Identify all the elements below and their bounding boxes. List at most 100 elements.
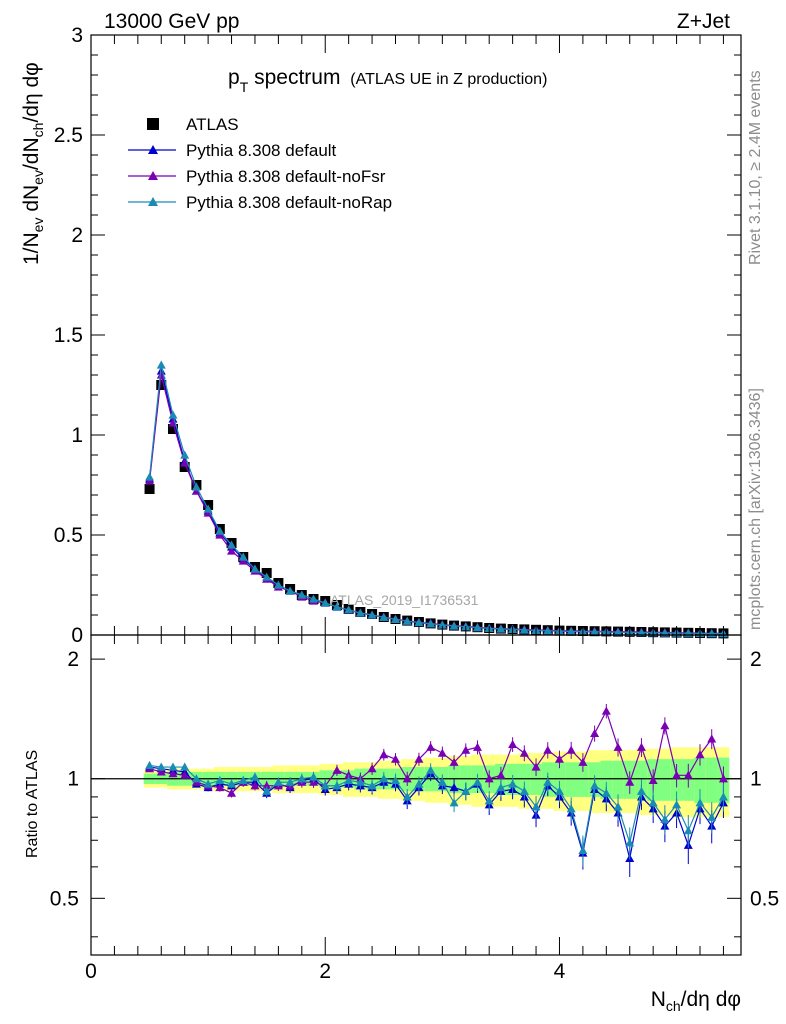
mc-point-top: [250, 564, 260, 573]
band-inner: [612, 760, 624, 799]
mc-point-top: [156, 360, 166, 369]
top-yticklabel: 2.5: [54, 124, 83, 147]
top-yticklabel: 1: [71, 424, 83, 447]
mc-point-top: [203, 504, 213, 513]
mc-point-ratio: [718, 774, 728, 783]
mc-point-ratio: [625, 777, 635, 786]
mc-point-ratio: [250, 781, 260, 790]
mc-point-top: [414, 618, 424, 627]
axes: 00.511.522.530.5 0.51 12 20 2 4: [50, 24, 779, 983]
mc-point-ratio: [332, 765, 342, 774]
mc-point-top: [355, 608, 365, 617]
legend-label: ATLAS: [186, 115, 239, 134]
mc-point-top: [590, 627, 600, 636]
mc-point-ratio: [273, 777, 283, 786]
band-inner: [553, 762, 566, 797]
mc-point-ratio: [449, 798, 459, 807]
mc-point-top: [215, 526, 225, 535]
mc-point-ratio: [402, 774, 412, 783]
mc-point-ratio: [391, 775, 401, 785]
mc-point-ratio: [683, 770, 693, 779]
mc-point-ratio: [543, 777, 553, 786]
mc-point-top: [636, 628, 646, 637]
mc-point-ratio: [297, 774, 307, 783]
mc-point-ratio: [215, 783, 225, 792]
mc-point-top: [613, 627, 623, 636]
mc-point-ratio: [367, 781, 377, 790]
mc-point-top: [180, 450, 190, 459]
mc-point-top: [566, 626, 576, 635]
ylabel-part-0: 1/N: [20, 232, 43, 265]
mc-point-ratio: [238, 775, 248, 785]
mc-point-ratio: [449, 757, 459, 766]
legend-label: Pythia 8.308 default: [186, 141, 337, 160]
mc-point-ratio: [636, 786, 646, 795]
mc-point-ratio: [227, 788, 237, 797]
mc-point-ratio: [227, 779, 237, 788]
mc-point-top: [543, 626, 553, 635]
mc-point-ratio: [379, 750, 389, 759]
band-inner: [530, 763, 542, 795]
legend-marker: [148, 145, 158, 154]
xlabel-part-2: /dη dφ: [681, 988, 741, 1011]
mc-point-ratio: [414, 754, 424, 763]
mc-point-ratio: [484, 774, 494, 783]
band-inner: [577, 762, 589, 797]
ylabel-part-5: ch: [30, 123, 46, 138]
mc-point-top: [391, 614, 401, 623]
mc-point-ratio: [496, 770, 506, 779]
bottom-frame: [90, 634, 742, 956]
mc-point-ratio: [309, 772, 319, 781]
bottom-ylabel: Ratio to ATLAS: [24, 750, 41, 858]
mc-point-ratio: [613, 802, 623, 811]
mc-point-ratio: [508, 779, 518, 788]
legend-marker: [148, 171, 158, 180]
ylabel-part-3: ev: [30, 170, 46, 185]
mc-point-top: [344, 605, 354, 614]
mc-point-ratio: [156, 762, 166, 771]
top-yticklabel: 1.5: [54, 324, 83, 347]
mc-point-top: [367, 610, 377, 619]
mc-point-ratio: [332, 781, 342, 790]
mc-point-top: [180, 458, 190, 467]
mc-point-ratio: [578, 757, 588, 766]
mc-point-ratio: [531, 802, 541, 811]
mc-point-top: [449, 621, 459, 630]
mc-point-ratio: [718, 792, 728, 801]
mc-point-top: [437, 620, 447, 629]
top-yticklabel: 3: [71, 24, 83, 47]
ratio-plot: [91, 704, 741, 877]
mc-point-ratio: [414, 779, 424, 788]
mc-point-ratio: [660, 721, 670, 730]
mc-point-top: [320, 598, 330, 607]
bottom-yticklabel-left: 0.5: [50, 887, 79, 910]
mc-point-ratio: [613, 742, 623, 751]
mc-point-ratio: [402, 792, 412, 801]
xlabel-part-1: ch: [666, 998, 681, 1014]
mc-point-ratio: [355, 777, 365, 786]
bottom-yticklabel-right: 2: [750, 648, 762, 671]
mc-point-ratio: [508, 739, 518, 749]
mc-point-top: [227, 546, 237, 555]
mc-point-top: [332, 602, 342, 611]
band-inner: [694, 757, 706, 803]
ylabel-part-6: /dη dφ: [20, 62, 43, 122]
mc-point-ratio: [543, 745, 553, 754]
ylabel-part-2: dN: [20, 185, 43, 218]
mc-point-ratio: [262, 781, 272, 790]
band-inner: [565, 762, 578, 797]
atlas-point: [179, 462, 190, 472]
mc-point-top: [496, 624, 506, 633]
top-yticklabel: 0.5: [54, 524, 83, 547]
mc-point-top: [227, 540, 237, 549]
rivet-label: Rivet 3.1.10, ≥ 2.4M events: [747, 70, 764, 265]
header-process: Z+Jet: [677, 10, 730, 33]
mc-point-ratio: [648, 798, 658, 807]
mc-point-ratio: [367, 764, 377, 773]
mc-point-ratio: [636, 742, 646, 751]
mc-point-top: [285, 586, 295, 595]
xticklabel: 2: [319, 960, 331, 983]
mc-point-ratio: [180, 762, 190, 771]
bottom-yticklabel-left: 2: [67, 648, 79, 671]
